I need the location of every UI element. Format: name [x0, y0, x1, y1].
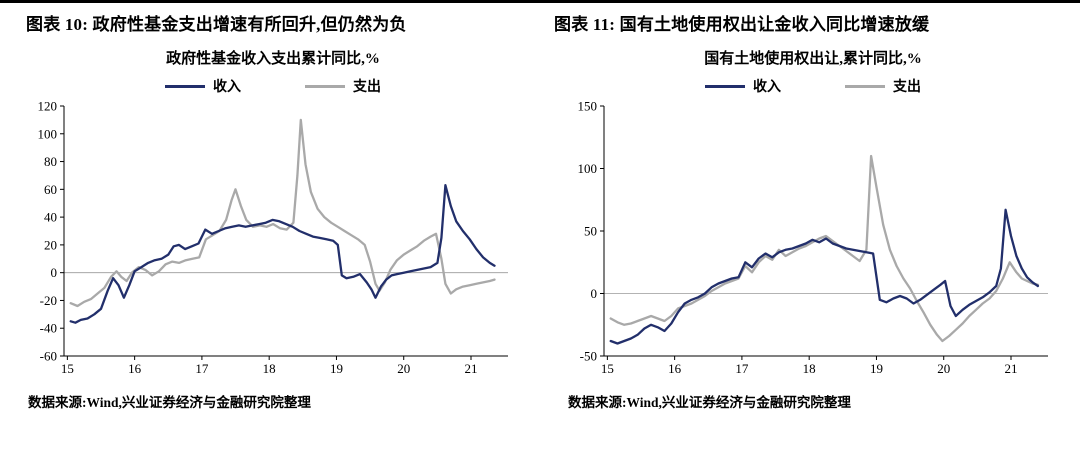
legend-item-income: 收入 — [705, 76, 781, 96]
svg-text:17: 17 — [195, 361, 209, 376]
legend-item-income: 收入 — [165, 76, 241, 96]
income-legend-label: 收入 — [753, 80, 781, 95]
panel-land-transfer: 国有土地使用权出让,累计同比,% 收入 支出 -50 0 50 100 150 15 16 1… — [540, 35, 1080, 411]
chart-canvas-government-funds: -60 -40 -20 0 20 40 60 80 100 120 15 16 17 18 19 20 21 — [24, 98, 522, 382]
panel-government-funds: 政府性基金收入支出累计同比,% 收入 支出 -60 -40 -20 0 20 40 60 80… — [0, 35, 540, 411]
source-note-right: 数据来源:Wind,兴业证券经济与金融研究院整理 — [568, 395, 851, 410]
svg-text:-20: -20 — [40, 293, 57, 308]
svg-text:16: 16 — [128, 361, 142, 376]
svg-text:20: 20 — [397, 361, 410, 376]
expenditure-legend-label: 支出 — [353, 80, 381, 95]
figure-11-caption: 图表 11: 国有土地使用权出让金收入同比增速放缓 — [554, 15, 930, 34]
svg-text:16: 16 — [668, 361, 682, 376]
svg-text:19: 19 — [870, 361, 883, 376]
svg-text:80: 80 — [44, 154, 57, 169]
svg-text:50: 50 — [584, 224, 597, 239]
svg-text:0: 0 — [591, 286, 598, 301]
svg-text:150: 150 — [578, 99, 598, 114]
svg-text:17: 17 — [735, 361, 749, 376]
expenditure-line-swatch — [845, 84, 885, 88]
expenditure-legend-label: 支出 — [893, 80, 921, 95]
income-line-swatch — [705, 84, 745, 88]
expenditure-line-swatch — [305, 84, 345, 88]
svg-text:20: 20 — [44, 237, 57, 252]
income-legend-label: 收入 — [213, 80, 241, 95]
legend-item-expenditure: 支出 — [305, 76, 381, 96]
svg-text:15: 15 — [61, 361, 74, 376]
svg-text:0: 0 — [51, 265, 58, 280]
legend-land-transfer: 收入 支出 — [564, 76, 1062, 96]
svg-text:-60: -60 — [40, 349, 57, 364]
svg-text:21: 21 — [1005, 361, 1018, 376]
chart-title-government-funds: 政府性基金收入支出累计同比,% — [166, 51, 380, 67]
svg-text:18: 18 — [263, 361, 276, 376]
figure-captions-row: 图表 10: 政府性基金支出增速有所回升,但仍然为负 图表 11: 国有土地使用… — [0, 3, 1080, 35]
svg-text:60: 60 — [44, 182, 57, 197]
chart-panels: 政府性基金收入支出累计同比,% 收入 支出 -60 -40 -20 0 20 40 60 80… — [0, 35, 1080, 411]
chart-title-land-transfer: 国有土地使用权出让,累计同比,% — [704, 51, 922, 67]
svg-text:100: 100 — [578, 161, 598, 176]
figure-10-caption: 图表 10: 政府性基金支出增速有所回升,但仍然为负 — [26, 15, 407, 34]
svg-text:18: 18 — [803, 361, 816, 376]
svg-text:-50: -50 — [580, 349, 597, 364]
source-note-left: 数据来源:Wind,兴业证券经济与金融研究院整理 — [28, 395, 311, 410]
svg-text:20: 20 — [937, 361, 950, 376]
svg-text:21: 21 — [465, 361, 478, 376]
legend-government-funds: 收入 支出 — [24, 76, 522, 96]
svg-text:19: 19 — [330, 361, 343, 376]
svg-text:100: 100 — [38, 126, 58, 141]
legend-item-expenditure: 支出 — [845, 76, 921, 96]
chart-canvas-land-transfer: -50 0 50 100 150 15 16 17 18 19 20 21 — [564, 98, 1062, 382]
svg-text:-40: -40 — [40, 321, 57, 336]
svg-text:15: 15 — [601, 361, 614, 376]
svg-text:120: 120 — [38, 99, 58, 114]
svg-text:40: 40 — [44, 210, 57, 225]
income-line-swatch — [165, 84, 205, 88]
